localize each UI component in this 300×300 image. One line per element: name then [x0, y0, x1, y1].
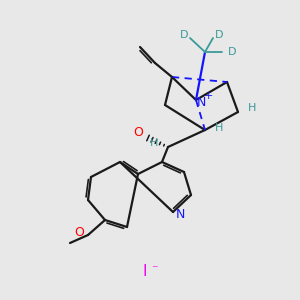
Text: D: D — [180, 30, 188, 40]
Text: O: O — [133, 125, 143, 139]
Text: ⁻: ⁻ — [151, 263, 157, 277]
Text: D: D — [215, 30, 223, 40]
Text: H: H — [248, 103, 256, 113]
Text: N: N — [196, 95, 206, 109]
Text: +: + — [203, 91, 213, 101]
Text: H: H — [215, 123, 223, 133]
Text: O: O — [74, 226, 84, 238]
Text: H: H — [150, 138, 158, 148]
Text: N: N — [175, 208, 185, 220]
Text: I: I — [143, 265, 147, 280]
Text: D: D — [228, 47, 236, 57]
